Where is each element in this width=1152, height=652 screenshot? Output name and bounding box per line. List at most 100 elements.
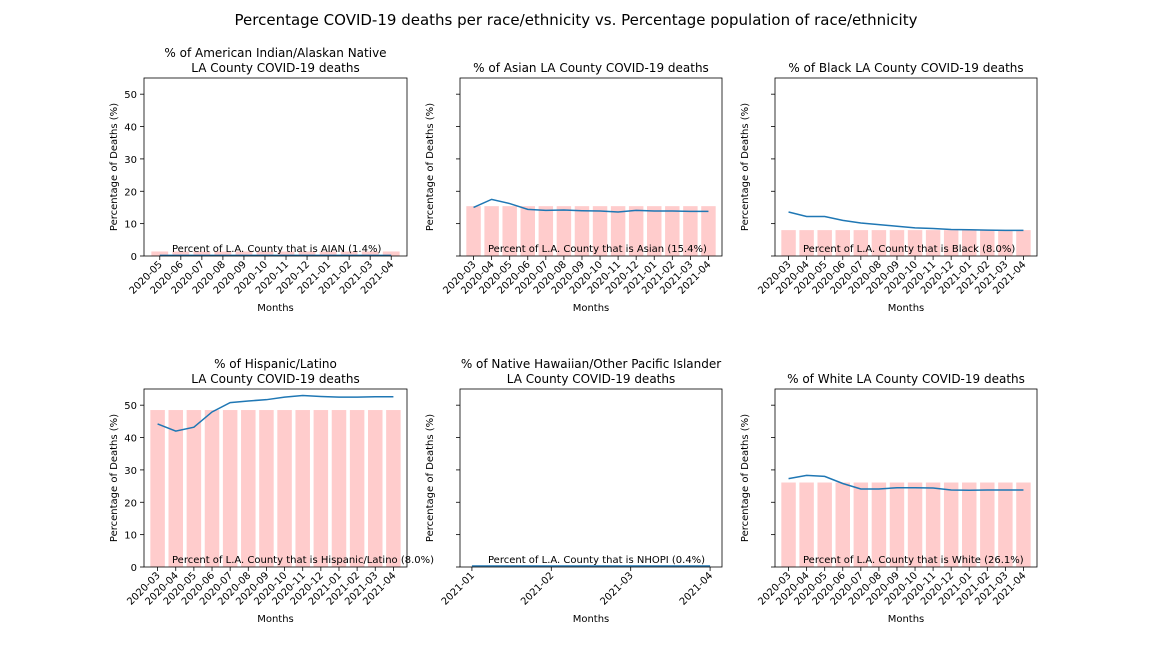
- x-tick-label: 2021-02: [519, 570, 556, 607]
- y-axis-label: Percentage of Deaths (%): [740, 103, 751, 231]
- bar: [538, 206, 554, 256]
- bar: [853, 230, 869, 256]
- bar: [520, 206, 535, 256]
- bar: [889, 482, 905, 567]
- bar: [340, 251, 358, 256]
- x-axis-label: Months: [888, 614, 925, 625]
- subplot-5: 2021-01 2021-02 2021-03 2021-04 % of Native …: [425, 357, 723, 625]
- subplot-1: 010203040502020-052020-062020-072020-082…: [109, 46, 408, 314]
- annotation: Percent of L.A. County that is White (26…: [803, 555, 1024, 566]
- x-tick-label: 2021-01: [440, 570, 477, 607]
- bar: [168, 410, 183, 567]
- annotation: Percent of L.A. County that is AIAN (1.4…: [172, 244, 381, 255]
- bar: [998, 230, 1013, 256]
- bar: [907, 230, 923, 256]
- bar: [817, 230, 832, 256]
- subplot-title: % of Asian LA County COVID-19 deaths: [473, 61, 709, 75]
- plot-frame: [459, 388, 723, 568]
- bar: [853, 482, 869, 567]
- y-tick-label: 50: [124, 90, 137, 101]
- y-tick-label: 40: [124, 434, 137, 445]
- bar: [980, 230, 995, 256]
- bar: [628, 206, 644, 256]
- bar: [151, 251, 169, 256]
- y-tick-label: 0: [131, 563, 137, 574]
- x-axis-label: Months: [888, 303, 925, 314]
- annotation: Percent of L.A. County that is NHOPI (0.…: [488, 555, 705, 566]
- bar: [781, 482, 796, 567]
- y-tick-label: 30: [124, 466, 137, 477]
- bar: [647, 206, 662, 256]
- subplot-3: 2020-032020-042020-052020-062020-072020-…: [740, 61, 1038, 314]
- bar: [574, 206, 590, 256]
- bar: [980, 482, 995, 567]
- y-axis-label: Percentage of Deaths (%): [740, 414, 751, 542]
- annotation: Percent of L.A. County that is Asian (15…: [488, 244, 707, 255]
- bar: [943, 482, 959, 567]
- subplot-4: 010203040502020-032020-042020-052020-062…: [109, 357, 434, 625]
- bar: [871, 230, 887, 256]
- subplot-title: % of Hispanic/Latino: [214, 357, 337, 371]
- subplot-2: 2020-032020-042020-052020-062020-072020-…: [425, 61, 723, 314]
- bar: [241, 410, 256, 567]
- bar: [592, 206, 608, 256]
- bar: [298, 251, 316, 256]
- subplot-title: LA County COVID-19 deaths: [507, 372, 675, 386]
- bar: [683, 206, 698, 256]
- bar: [962, 482, 977, 567]
- bar: [172, 251, 190, 256]
- y-axis-label: Percentage of Deaths (%): [109, 414, 120, 542]
- y-tick-label: 50: [124, 401, 137, 412]
- bar: [799, 230, 814, 256]
- x-axis-label: Months: [257, 303, 294, 314]
- subplot-title: % of American Indian/Alaskan Native: [164, 46, 386, 60]
- bar: [610, 206, 626, 256]
- x-axis-label: Months: [573, 303, 610, 314]
- bar: [295, 410, 310, 567]
- series-line: [473, 198, 709, 213]
- y-tick-label: 20: [124, 187, 137, 198]
- bar: [150, 410, 165, 567]
- bar: [556, 206, 572, 256]
- plot-frame: [143, 77, 408, 257]
- bar: [701, 206, 716, 256]
- y-tick-label: 10: [124, 220, 137, 231]
- bar: [817, 482, 832, 567]
- bar: [386, 410, 401, 567]
- plot-frame: [774, 388, 1038, 568]
- bar: [331, 410, 347, 567]
- subplot-title: LA County COVID-19 deaths: [191, 372, 359, 386]
- bar: [277, 410, 292, 567]
- bar: [925, 230, 941, 256]
- bar: [998, 482, 1013, 567]
- subplot-title: % of Native Hawaiian/Other Pacific Islan…: [461, 357, 721, 371]
- bar: [907, 482, 923, 567]
- plot-frame: [459, 77, 723, 257]
- y-tick-label: 0: [131, 252, 137, 263]
- y-axis-label: Percentage of Deaths (%): [425, 414, 436, 542]
- bar: [962, 230, 977, 256]
- subplot-title: % of Black LA County COVID-19 deaths: [788, 61, 1023, 75]
- bar: [484, 206, 499, 256]
- bar: [214, 251, 232, 256]
- series-line: [157, 394, 394, 432]
- bar: [193, 251, 211, 256]
- bar: [204, 410, 220, 567]
- bar: [925, 482, 941, 567]
- bar: [799, 482, 814, 567]
- y-tick-label: 40: [124, 123, 137, 134]
- bar: [382, 251, 400, 256]
- y-axis-label: Percentage of Deaths (%): [425, 103, 436, 231]
- bar: [256, 251, 274, 256]
- y-tick-label: 10: [124, 531, 137, 542]
- y-tick-label: 20: [124, 498, 137, 509]
- series-line: [788, 211, 1024, 232]
- bar: [1016, 482, 1031, 567]
- bar: [835, 482, 850, 567]
- bar: [502, 206, 517, 256]
- bar: [835, 230, 850, 256]
- subplot-title: % of White LA County COVID-19 deaths: [787, 372, 1025, 386]
- x-axis-label: Months: [573, 614, 610, 625]
- x-tick-label: 2021-03: [598, 570, 635, 607]
